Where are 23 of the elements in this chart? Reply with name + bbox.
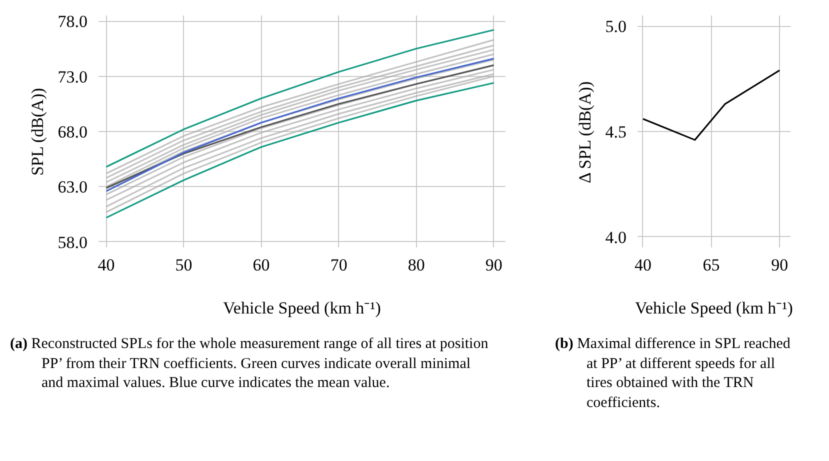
- text: (b) Maximal difference in SPL reached at PP’ at different speeds for all tires obtained with the TRN coefficients.: [555, 335, 792, 412]
- x-tick-label: 70: [330, 256, 348, 274]
- x-tick-label: 60: [252, 256, 270, 274]
- y-tick-label: 68.0: [58, 122, 88, 142]
- y-tick-label: 58.0: [58, 232, 88, 252]
- y-tick-label: 73.0: [58, 67, 88, 86]
- y-tick-label: 63.0: [58, 178, 88, 197]
- text: (a) Reconstructed SPLs for the whole measurement range of all tires at position PP’ from their TRN coefficients. Green curves indicate overall minimal and maximal values. Blue curve indicates the mean value.: [10, 335, 490, 393]
- y-tick-label: 5.0: [605, 17, 626, 36]
- x-tick-label: 50: [175, 256, 192, 274]
- x-tick-label: 65: [702, 256, 720, 274]
- x-tick-label: 90: [771, 256, 788, 274]
- x-tick-label: 80: [408, 256, 425, 274]
- y-axis-title: SPL (dB(A)): [28, 88, 47, 176]
- x-tick-label: 40: [634, 256, 652, 274]
- x-axis-title: Vehicle Speed (km h⁻¹): [223, 298, 381, 318]
- x-tick-label: 90: [485, 256, 502, 274]
- x-axis-title: Vehicle Speed (km h⁻¹): [635, 298, 793, 318]
- x-tick-label: 40: [98, 256, 115, 274]
- y-axis-title: Δ SPL (dB(A)): [575, 81, 594, 184]
- y-tick-label: 4.0: [605, 228, 626, 247]
- y-tick-label: 4.5: [605, 122, 626, 142]
- y-tick-label: 78.0: [58, 12, 88, 32]
